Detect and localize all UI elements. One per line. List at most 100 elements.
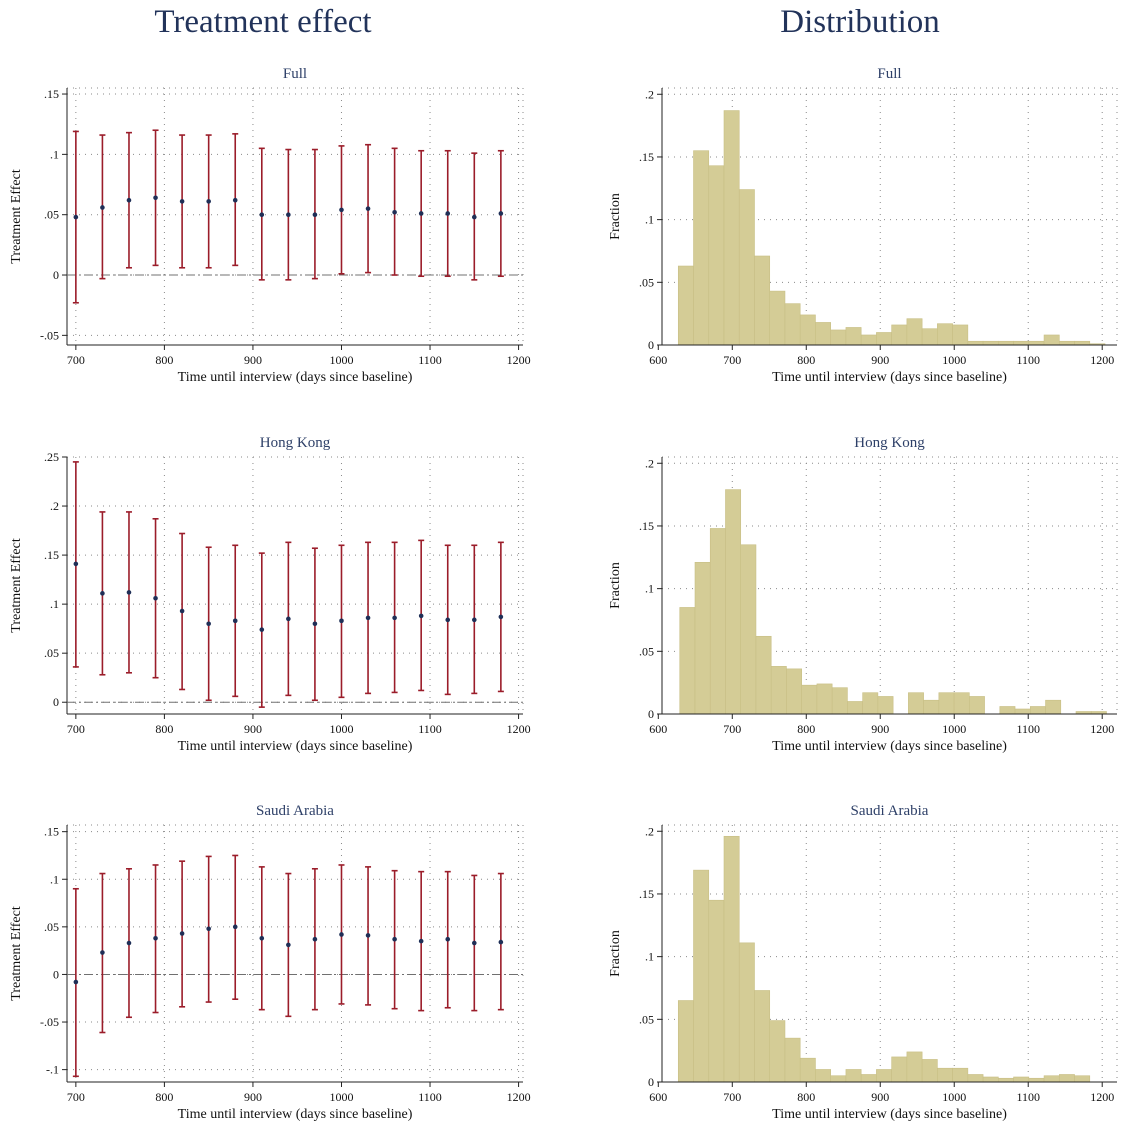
- estimate-point: [232, 618, 238, 624]
- x-tick-label: 900: [244, 1090, 262, 1104]
- histogram-bar: [770, 666, 787, 715]
- histogram-bar: [952, 324, 969, 346]
- x-tick-label: 1100: [418, 722, 442, 736]
- histogram-bar: [769, 1020, 786, 1083]
- histogram-bar: [755, 635, 772, 715]
- estimate-point: [286, 212, 291, 217]
- y-tick-label: .05: [639, 644, 654, 658]
- x-tick-label: 900: [244, 353, 262, 367]
- estimate-point: [445, 617, 451, 623]
- estimate-point: [179, 931, 185, 936]
- x-tick-label: 700: [67, 353, 85, 367]
- panel-title: Full: [877, 66, 901, 82]
- x-tick-label: 1200: [1090, 722, 1114, 736]
- estimate-point: [286, 942, 291, 948]
- y-tick-label: .1: [645, 213, 654, 227]
- estimate-point: [153, 595, 158, 601]
- estimate-point: [126, 197, 132, 203]
- histogram-bar: [1028, 1077, 1045, 1083]
- estimate-point: [339, 932, 344, 937]
- x-tick-label: 1200: [507, 353, 531, 367]
- x-tick-label: 1000: [942, 353, 966, 367]
- estimate-point: [445, 211, 451, 216]
- estimate-point: [498, 939, 504, 945]
- histogram-bar: [815, 1069, 831, 1083]
- estimate-point: [100, 205, 105, 210]
- estimate-point: [365, 615, 371, 621]
- histogram-bar: [799, 1057, 816, 1083]
- grid: [67, 456, 524, 714]
- estimate-point: [418, 613, 424, 619]
- histogram-bar: [723, 835, 740, 1083]
- histogram-bar: [877, 696, 894, 715]
- estimate-point: [392, 615, 397, 621]
- x-tick-label: 900: [871, 722, 889, 736]
- y-tick-label: .15: [639, 150, 654, 164]
- estimate-point: [365, 206, 371, 211]
- panel-title: Hong Kong: [260, 435, 331, 451]
- x-tick-label: 900: [871, 1090, 889, 1104]
- y-tick-label: 0: [648, 338, 654, 352]
- histogram-bar: [694, 562, 711, 715]
- panel-title: Full: [283, 66, 307, 82]
- x-tick-label: 900: [244, 722, 262, 736]
- estimate-point: [100, 591, 105, 596]
- x-tick-label: 800: [797, 722, 815, 736]
- histogram-bar: [860, 334, 877, 346]
- y-tick-label: .1: [50, 147, 59, 161]
- x-tick-label: 1000: [942, 722, 966, 736]
- histogram-bar: [799, 314, 816, 346]
- x-tick-label: 1100: [1016, 353, 1040, 367]
- histogram-bar: [693, 150, 710, 346]
- estimate-point: [286, 616, 291, 622]
- y-tick-label: 0: [648, 707, 654, 721]
- x-tick-label: 1000: [329, 353, 353, 367]
- y-axis-label: Fraction: [608, 930, 623, 977]
- panel-1: Full 700 800 900 1000 1100 1200 -.05 0 .05 .1 .15 Ti…: [9, 66, 531, 385]
- column-title-treatment-effect: Treatment effect: [154, 4, 371, 40]
- y-tick-label: .15: [44, 825, 59, 839]
- x-tick-label: 1200: [1090, 1090, 1114, 1104]
- histogram-bar: [708, 165, 725, 346]
- estimate-point: [472, 214, 477, 220]
- x-tick-label: 800: [797, 353, 815, 367]
- estimate-point: [100, 950, 105, 955]
- y-tick-label: 0: [53, 695, 59, 709]
- estimate-point: [445, 936, 451, 942]
- x-tick-label: 1200: [507, 1090, 531, 1104]
- histogram-bar: [831, 687, 848, 715]
- y-axis-label: Fraction: [608, 562, 623, 609]
- y-tick-label: .2: [50, 499, 59, 513]
- histogram-bar: [862, 692, 879, 715]
- estimate-point: [73, 561, 79, 567]
- panel-title: Hong Kong: [854, 435, 925, 451]
- histogram-bar: [937, 323, 953, 346]
- histogram-bar: [1074, 340, 1091, 346]
- y-tick-label: -.1: [46, 1063, 59, 1077]
- estimate-point: [418, 938, 424, 944]
- histogram-bar: [891, 1056, 908, 1083]
- x-tick-label: 900: [871, 353, 889, 367]
- y-tick-label: .1: [645, 582, 654, 596]
- histogram-bar: [1058, 1074, 1075, 1083]
- x-axis-label: Time until interview (days since baselin…: [772, 1107, 1007, 1122]
- estimate-point: [232, 197, 238, 203]
- histogram-bar: [754, 990, 771, 1083]
- histogram-bar: [860, 1074, 877, 1083]
- estimate-point: [179, 608, 185, 614]
- x-tick-label: 1200: [507, 722, 531, 736]
- panel-2: Full 600 700 800 900 1000 1100 1200 0 .05 .1 .15 .2 T…: [608, 66, 1118, 385]
- histogram-bar: [677, 1000, 694, 1083]
- x-tick-label: 1100: [1016, 722, 1040, 736]
- histogram-bar: [998, 1077, 1014, 1083]
- panel-4: Hong Kong 600 700 800 900 1000 1100 1200 0 .05 .1.…: [608, 435, 1118, 754]
- y-tick-label: .05: [639, 1012, 654, 1026]
- histogram-bar: [953, 692, 970, 715]
- histogram-bar: [693, 869, 710, 1083]
- panel-3: Hong Kong 700 800 900 1000 1100 1200 0 .05 .1 .15.…: [9, 435, 531, 754]
- histogram-bar: [969, 696, 985, 715]
- y-tick-label: .15: [44, 548, 59, 562]
- estimate-point: [206, 621, 211, 627]
- estimate-point: [498, 211, 504, 216]
- x-tick-label: 800: [155, 1090, 173, 1104]
